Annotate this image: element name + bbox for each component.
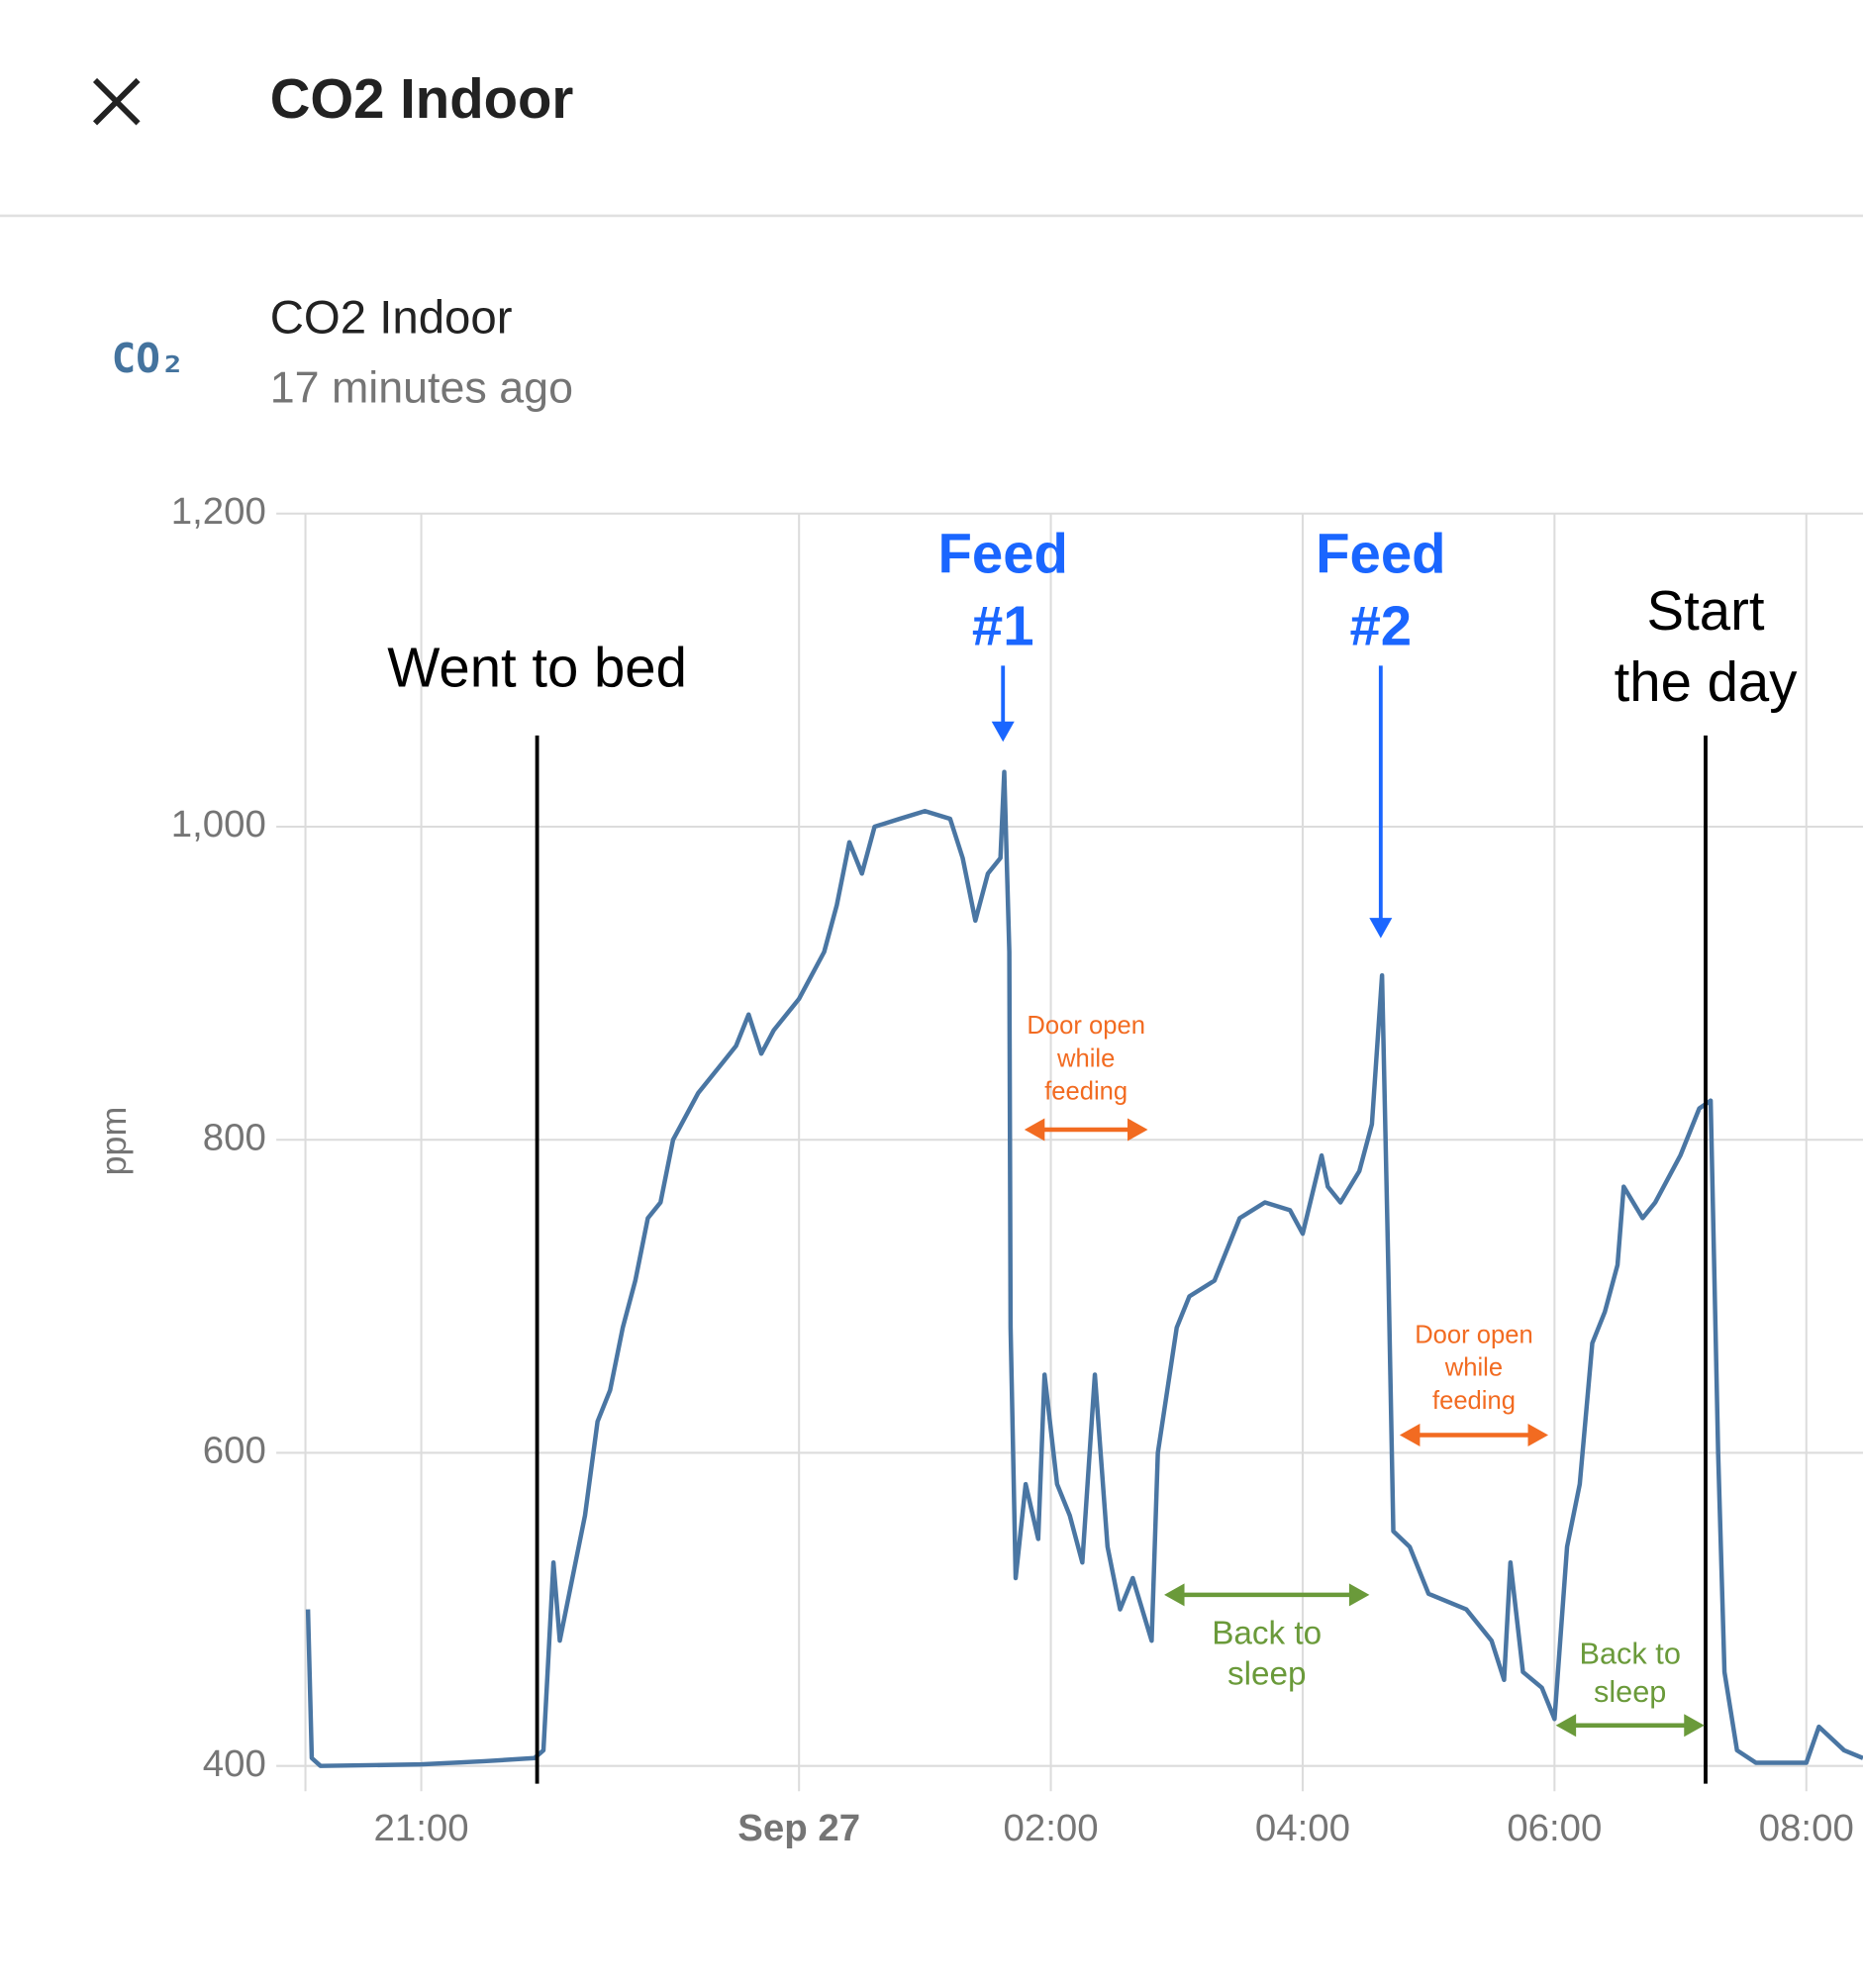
annotation-text: feeding (1432, 1387, 1516, 1415)
x-tick-label: 06:00 (1507, 1807, 1602, 1849)
annotation-text: #1 (972, 594, 1034, 656)
arrow-head (1164, 1583, 1185, 1607)
x-tick-label: 04:00 (1255, 1807, 1350, 1849)
arrow-head (991, 721, 1015, 743)
y-tick-label: 600 (203, 1430, 266, 1472)
last-updated: 17 minutes ago (270, 362, 573, 412)
dialog-title: CO2 Indoor (270, 67, 574, 130)
co2-line (305, 769, 1863, 1768)
annotation-text: sleep (1227, 1656, 1307, 1693)
x-tick-label: 08:00 (1759, 1807, 1854, 1849)
arrow-head (1024, 1118, 1045, 1142)
annotation-text: Feed (937, 522, 1067, 584)
y-axis-label: ppm (94, 1107, 134, 1176)
x-tick-label: Sep 27 (737, 1807, 860, 1849)
y-tick-label: 1,200 (171, 490, 266, 533)
x-tick-label: 21:00 (374, 1807, 469, 1849)
annotation-text: Door open (1027, 1012, 1145, 1040)
annotation-text: #2 (1349, 594, 1412, 656)
annotation-text: Start (1647, 579, 1765, 642)
annotation-text: feeding (1044, 1078, 1128, 1106)
arrow-head (1555, 1714, 1577, 1738)
annotation-text: the day (1615, 650, 1799, 713)
y-tick-label: 800 (203, 1116, 266, 1158)
annotation-text: Went to bed (387, 637, 687, 699)
entity-icon: CO₂ (112, 335, 185, 382)
y-tick-label: 1,000 (171, 803, 266, 845)
arrow-head (1369, 918, 1393, 939)
annotation-text: Feed (1316, 522, 1445, 584)
arrow-head (1348, 1583, 1370, 1607)
annotation-text: Door open (1415, 1321, 1533, 1348)
annotation-text: Back to (1212, 1616, 1322, 1652)
annotation-text: sleep (1594, 1674, 1666, 1709)
x-tick-label: 02:00 (1004, 1807, 1099, 1849)
close-button[interactable] (92, 77, 141, 126)
arrow-head (1128, 1118, 1148, 1142)
y-tick-label: 400 (203, 1742, 266, 1785)
annotation-text: while (1056, 1044, 1115, 1072)
arrow-head (1684, 1714, 1705, 1738)
close-icon (92, 77, 141, 126)
arrow-head (1527, 1424, 1549, 1447)
annotation-text: while (1444, 1354, 1503, 1382)
entity-name: CO2 Indoor (270, 292, 513, 345)
annotation-text: Back to (1579, 1636, 1680, 1670)
arrow-head (1399, 1424, 1421, 1447)
